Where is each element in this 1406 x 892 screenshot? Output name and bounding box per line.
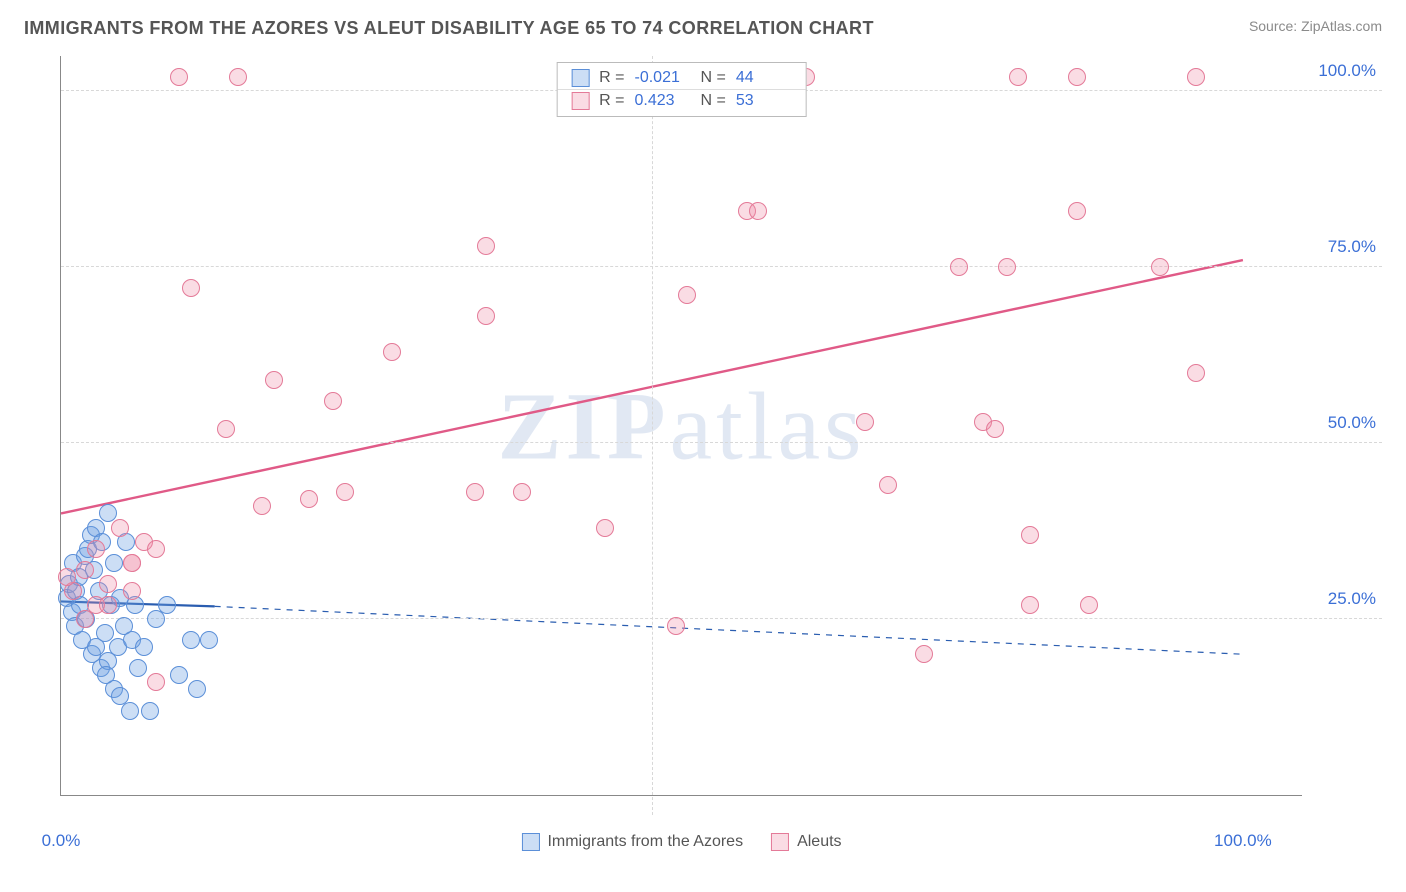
watermark: ZIPatlas [498, 370, 866, 481]
data-point [217, 420, 235, 438]
data-point [998, 258, 1016, 276]
legend-item: Aleuts [771, 833, 841, 851]
legend-swatch [571, 69, 589, 87]
stat-n-label: N = [701, 92, 726, 110]
stat-r-value: 0.423 [635, 92, 691, 110]
data-point [123, 554, 141, 572]
data-point [76, 610, 94, 628]
data-point [678, 286, 696, 304]
data-point [915, 645, 933, 663]
data-point [182, 631, 200, 649]
data-point [200, 631, 218, 649]
data-point [477, 307, 495, 325]
data-point [1009, 68, 1027, 86]
data-point [97, 666, 115, 684]
trend-lines [61, 56, 1302, 795]
data-point [324, 392, 342, 410]
data-point [229, 68, 247, 86]
data-point [111, 519, 129, 537]
stat-n-value: 44 [736, 69, 792, 87]
data-point [856, 413, 874, 431]
data-point [1080, 596, 1098, 614]
data-point [129, 659, 147, 677]
stat-r-label: R = [599, 69, 624, 87]
data-point [135, 638, 153, 656]
data-point [121, 702, 139, 720]
stat-r-value: -0.021 [635, 69, 691, 87]
source-link[interactable]: ZipAtlas.com [1301, 18, 1382, 34]
gridline-h [61, 266, 1382, 267]
x-tick-label: 0.0% [42, 831, 81, 851]
data-point [188, 680, 206, 698]
legend-swatch [571, 92, 589, 110]
correlation-legend: R = -0.021 N = 44 R = 0.423 N = 53 [556, 62, 807, 117]
legend-label: Aleuts [797, 833, 841, 851]
data-point [170, 68, 188, 86]
data-point [466, 483, 484, 501]
data-point [336, 483, 354, 501]
data-point [182, 279, 200, 297]
data-point [950, 258, 968, 276]
data-point [147, 540, 165, 558]
data-point [141, 702, 159, 720]
data-point [300, 490, 318, 508]
stat-n-value: 53 [736, 92, 792, 110]
data-point [596, 519, 614, 537]
scatter-plot: ZIPatlas R =-0.021N =44R =0.423N =53 Imm… [60, 56, 1302, 796]
data-point [513, 483, 531, 501]
data-point [383, 343, 401, 361]
y-tick-label: 50.0% [1328, 413, 1376, 433]
y-tick-label: 100.0% [1318, 61, 1376, 81]
chart-area: Disability Age 65 to 74 ZIPatlas R =-0.0… [56, 56, 1382, 856]
data-point [879, 476, 897, 494]
data-point [123, 582, 141, 600]
data-point [265, 371, 283, 389]
chart-title: IMMIGRANTS FROM THE AZORES VS ALEUT DISA… [24, 18, 874, 39]
stat-n-label: N = [701, 69, 726, 87]
legend-swatch [771, 833, 789, 851]
data-point [667, 617, 685, 635]
data-point [170, 666, 188, 684]
gridline-h [61, 618, 1382, 619]
data-point [1187, 364, 1205, 382]
data-point [158, 596, 176, 614]
data-point [58, 568, 76, 586]
data-point [99, 575, 117, 593]
legend-label: Immigrants from the Azores [547, 833, 743, 851]
gridline-h [61, 442, 1382, 443]
data-point [1151, 258, 1169, 276]
stat-r-label: R = [599, 92, 624, 110]
data-point [253, 497, 271, 515]
data-point [749, 202, 767, 220]
y-tick-label: 75.0% [1328, 237, 1376, 257]
data-point [477, 237, 495, 255]
data-point [1068, 202, 1086, 220]
data-point [87, 540, 105, 558]
legend-stat-row: R = 0.423 N = 53 [557, 89, 806, 112]
x-tick-label: 100.0% [1214, 831, 1272, 851]
data-point [147, 673, 165, 691]
source-label: Source: [1249, 18, 1297, 34]
data-point [105, 554, 123, 572]
legend-swatch [521, 833, 539, 851]
source-attrib: Source: ZipAtlas.com [1249, 18, 1382, 34]
series-legend: Immigrants from the Azores Aleuts [521, 833, 841, 851]
gridline-v [652, 56, 653, 815]
data-point [99, 596, 117, 614]
data-point [1187, 68, 1205, 86]
data-point [1021, 596, 1039, 614]
y-tick-label: 25.0% [1328, 589, 1376, 609]
data-point [1021, 526, 1039, 544]
data-point [76, 561, 94, 579]
legend-stat-row: R = -0.021 N = 44 [557, 67, 806, 89]
legend-item: Immigrants from the Azores [521, 833, 743, 851]
data-point [1068, 68, 1086, 86]
data-point [986, 420, 1004, 438]
